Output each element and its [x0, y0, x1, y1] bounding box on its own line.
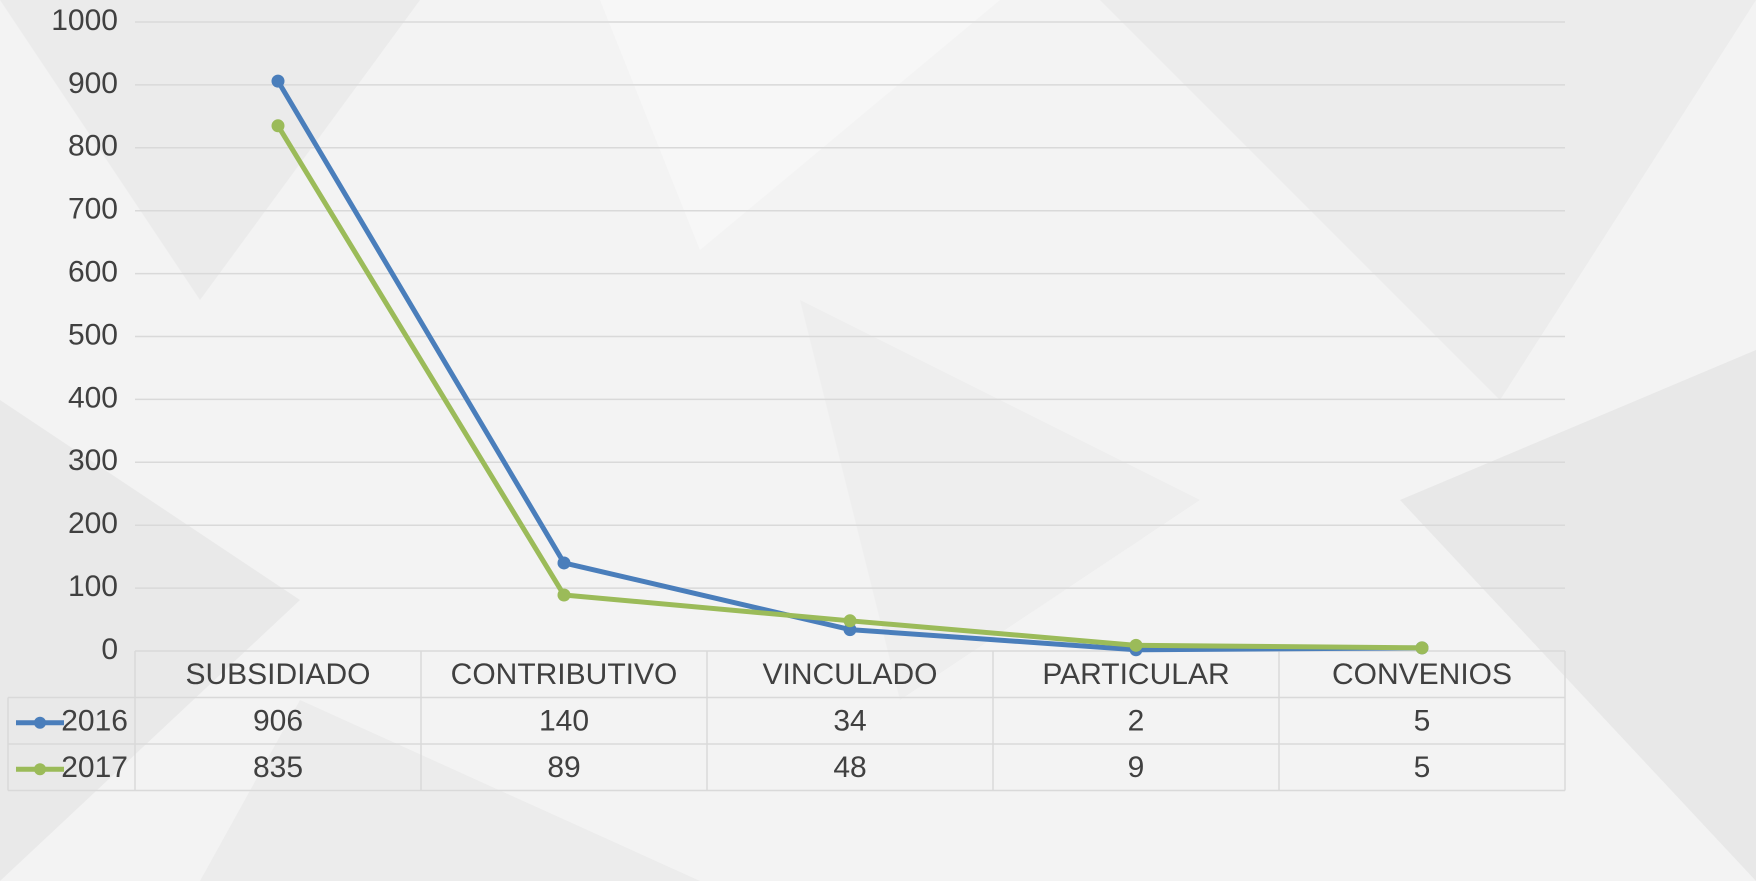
y-tick-label: 900 [68, 67, 118, 100]
y-tick-label: 1000 [51, 4, 118, 37]
point [1415, 641, 1429, 655]
y-tick-label: 700 [68, 193, 118, 226]
legend-marker [34, 763, 46, 776]
y-tick-label: 400 [68, 381, 118, 414]
lines [271, 74, 1429, 657]
table-value: 89 [547, 751, 580, 784]
legend-label: 2016 [61, 705, 128, 738]
y-tick-label: 800 [68, 130, 118, 163]
y-tick-label: 500 [68, 318, 118, 351]
table-value: 835 [253, 751, 303, 784]
table-value: 48 [833, 751, 866, 784]
point [557, 556, 571, 570]
y-tick-label: 600 [68, 256, 118, 289]
legend-marker [34, 716, 46, 729]
grid: 0 100 200 300 400 500 600 700 800 900 1000 [51, 4, 1565, 666]
point [271, 119, 285, 133]
point [843, 614, 857, 628]
table-value: 34 [833, 705, 866, 738]
x-tick-label: VINCULADO [762, 658, 937, 691]
legend-label: 2017 [61, 751, 128, 784]
y-tick-label: 300 [68, 444, 118, 477]
table-value: 5 [1414, 705, 1431, 738]
table-value: 906 [253, 705, 303, 738]
point [557, 588, 571, 602]
table-value: 9 [1128, 751, 1145, 784]
point [271, 74, 285, 88]
x-tick-label: PARTICULAR [1042, 658, 1229, 691]
point [1129, 638, 1143, 652]
data-table: SUBSIDIADO CONTRIBUTIVO VINCULADO PARTICULA… [7, 651, 1566, 792]
y-tick-label: 100 [68, 570, 118, 603]
x-tick-label: SUBSIDIADO [185, 658, 370, 691]
table-value: 140 [539, 705, 589, 738]
x-tick-label: CONTRIBUTIVO [451, 658, 678, 691]
table-value: 2 [1128, 705, 1145, 738]
x-tick-label: CONVENIOS [1332, 658, 1512, 691]
y-tick-label: 0 [101, 633, 118, 666]
table-value: 5 [1414, 751, 1431, 784]
y-tick-label: 200 [68, 507, 118, 540]
